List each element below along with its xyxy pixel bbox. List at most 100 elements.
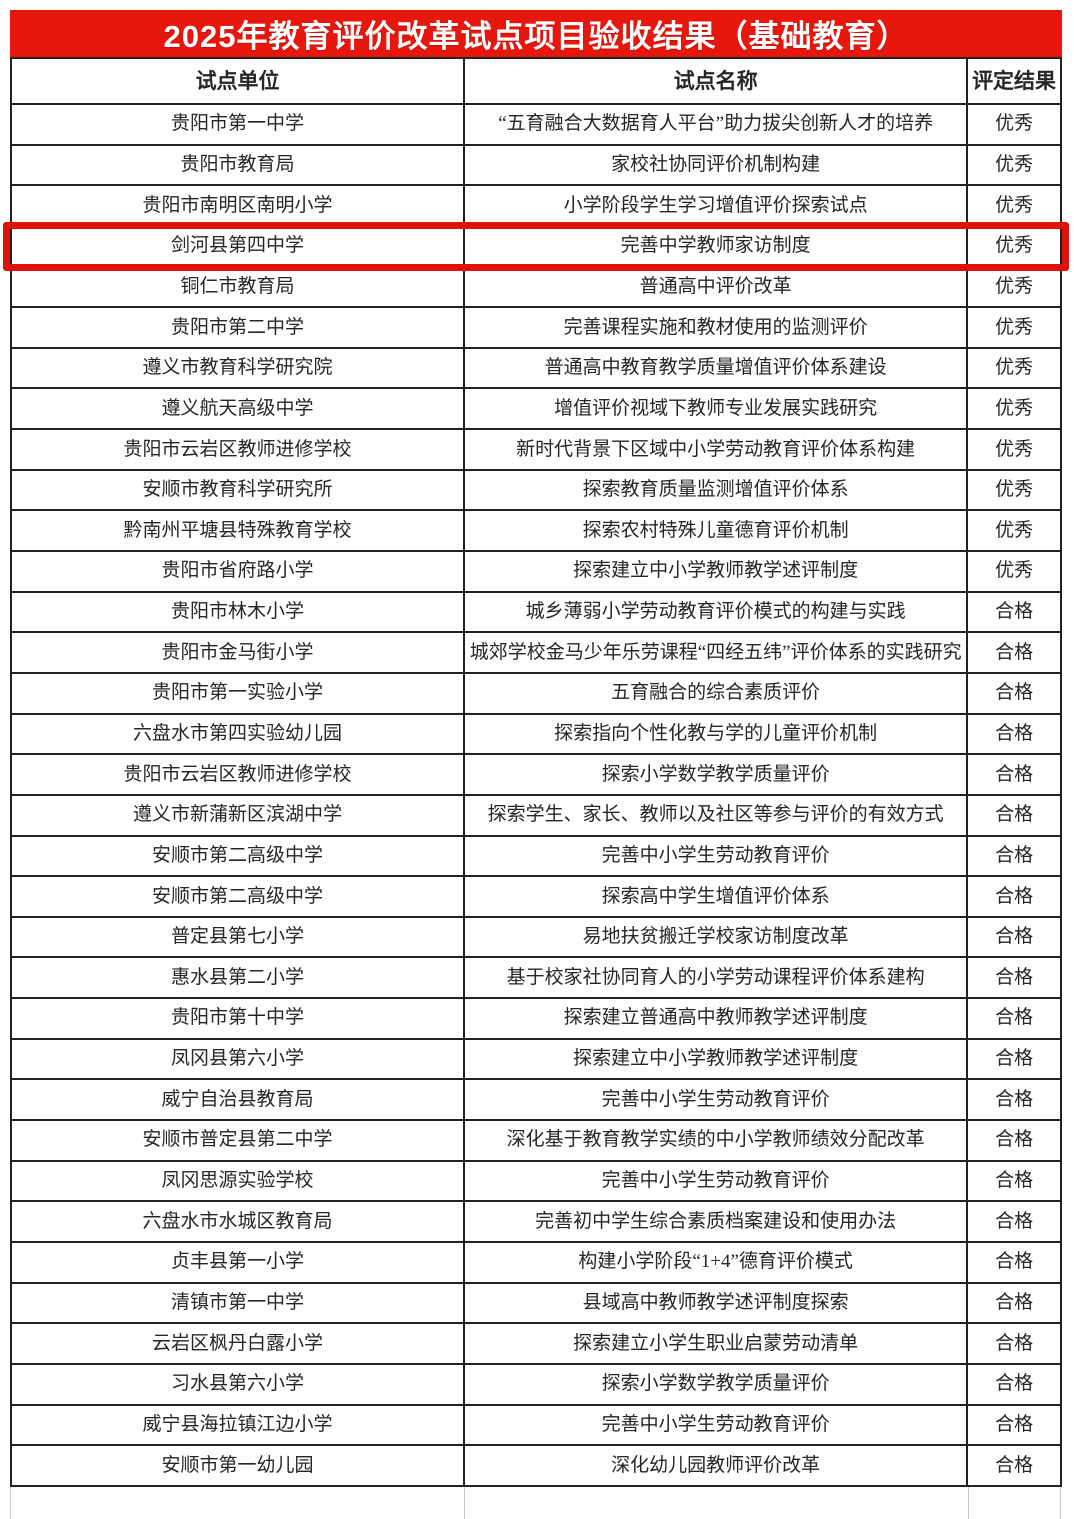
- project-cell: 完善中小学生劳动教育评价: [465, 1405, 969, 1445]
- project-cell: 完善课程实施和教材使用的监测评价: [465, 308, 969, 347]
- project-cell: 深化基于教育教学实绩的中小学教师绩效分配改革: [465, 1121, 969, 1160]
- table-row: 贵阳市云岩区教师进修学校 新时代背景下区域中小学劳动教育评价体系构建 优秀: [12, 428, 1060, 469]
- unit-cell: 凤冈思源实验学校: [12, 1161, 466, 1201]
- table-row: 贵阳市云岩区教师进修学校 探索小学数学教学质量评价 合格: [12, 753, 1060, 794]
- project-cell: 探索建立小学生职业启蒙劳动清单: [465, 1324, 969, 1363]
- result-cell: 优秀: [995, 275, 1034, 297]
- result-cell: 优秀: [995, 519, 1034, 541]
- unit-cell: 遵义市新蒲新区滨湖中学: [12, 795, 466, 835]
- result-cell: 合格: [995, 641, 1034, 663]
- project-cell: 完善中学教师家访制度: [465, 226, 969, 266]
- table-row: 安顺市教育科学研究所 探索教育质量监测增值评价体系 优秀: [12, 468, 1060, 510]
- result-cell: 合格: [995, 926, 1034, 948]
- project-cell: 探索建立普通高中教师教学述评制度: [465, 999, 969, 1038]
- table-row: 贵阳市第二中学 完善课程实施和教材使用的监测评价 优秀: [12, 306, 1060, 347]
- result-cell: 合格: [995, 601, 1034, 623]
- result-cell: 合格: [995, 1129, 1034, 1151]
- unit-cell: 安顺市教育科学研究所: [12, 470, 466, 510]
- unit-cell: 贵阳市金马街小学: [12, 633, 466, 672]
- result-cell: 优秀: [995, 397, 1034, 419]
- table-row: 贵阳市金马街小学 城郊学校金马少年乐劳课程“四经五纬”评价体系的实践研究 合格: [12, 631, 1060, 672]
- result-cell: 合格: [995, 723, 1034, 744]
- project-cell: 基于校家社协同育人的小学劳动课程评价体系建构: [465, 958, 969, 998]
- result-cell: 合格: [995, 1373, 1034, 1395]
- partial-cell: [969, 1486, 1061, 1519]
- result-cell: 优秀: [995, 560, 1034, 582]
- unit-cell: 威宁县海拉镇江边小学: [12, 1405, 466, 1445]
- unit-cell: 贞丰县第一小学: [12, 1242, 466, 1282]
- unit-cell: 贵阳市第一中学: [12, 105, 466, 144]
- unit-cell: 贵阳市第十中学: [12, 999, 466, 1038]
- table-row: 威宁自治县教育局 完善中小学生劳动教育评价 合格: [12, 1078, 1060, 1120]
- unit-cell: 六盘水市水城区教育局: [12, 1202, 466, 1241]
- table-row: 安顺市第二高级中学 完善中小学生劳动教育评价 合格: [12, 834, 1060, 876]
- unit-cell: 贵阳市第一实验小学: [12, 673, 466, 713]
- table-row: 贵阳市林木小学 城乡薄弱小学劳动教育评价模式的构建与实践 合格: [12, 590, 1060, 632]
- project-cell: 探索建立中小学教师教学述评制度: [465, 552, 969, 591]
- unit-cell: 贵阳市林木小学: [12, 592, 466, 632]
- table-row: 贵阳市第十中学 探索建立普通高中教师教学述评制度 合格: [12, 997, 1060, 1038]
- table-row: 铜仁市教育局 普通高中评价改革 优秀: [12, 265, 1060, 307]
- unit-cell: 黔南州平塘县特殊教育学校: [12, 511, 466, 551]
- result-cell: 合格: [995, 1170, 1034, 1192]
- unit-cell: 安顺市第二高级中学: [12, 877, 466, 916]
- table-row: 六盘水市水城区教育局 完善初中学生综合素质档案建设和使用办法 合格: [12, 1200, 1060, 1241]
- table-row: 凤冈思源实验学校 完善中小学生劳动教育评价 合格: [12, 1159, 1060, 1201]
- table-row: 黔南州平塘县特殊教育学校 探索农村特殊儿童德育评价机制 优秀: [12, 509, 1060, 551]
- project-cell: 普通高中教育教学质量增值评价体系建设: [465, 348, 969, 388]
- table-row: 贵阳市第一实验小学 五育融合的综合素质评价 合格: [12, 671, 1060, 713]
- result-cell: 合格: [995, 1007, 1034, 1029]
- result-cell: 优秀: [995, 438, 1034, 460]
- result-cell: 合格: [995, 1088, 1034, 1110]
- project-cell: 小学阶段学生学习增值评价探索试点: [465, 186, 969, 225]
- table-row: 安顺市第一幼儿园 深化幼儿园教师评价改革 合格: [12, 1444, 1060, 1485]
- unit-cell: 贵阳市第二中学: [12, 308, 466, 347]
- unit-cell: 安顺市第一幼儿园: [12, 1446, 466, 1485]
- page-title: 2025年教育评价改革试点项目验收结果（基础教育）: [10, 10, 1062, 57]
- project-cell: 探索建立中小学教师教学述评制度: [465, 1039, 969, 1079]
- result-cell: 合格: [995, 1251, 1034, 1273]
- table-header-row: 试点单位 试点名称 评定结果: [12, 59, 1060, 103]
- project-cell: 普通高中评价改革: [465, 267, 969, 307]
- project-cell: 新时代背景下区域中小学劳动教育评价体系构建: [465, 430, 969, 469]
- project-cell: 探索小学数学教学质量评价: [465, 755, 969, 794]
- result-cell: 合格: [995, 1454, 1034, 1476]
- result-cell: 合格: [995, 804, 1034, 826]
- table-row: 惠水县第二小学 基于校家社协同育人的小学劳动课程评价体系建构 合格: [12, 956, 1060, 998]
- table-row: 贵阳市省府路小学 探索建立中小学教师教学述评制度 优秀: [12, 550, 1060, 591]
- result-cell: 合格: [995, 966, 1034, 988]
- table-row: 贵阳市第一中学 “五育融合大数据育人平台”助力拔尖创新人才的培养 优秀: [12, 103, 1060, 144]
- project-cell: 探索学生、家长、教师以及社区等参与评价的有效方式: [465, 795, 969, 835]
- project-cell: 城乡薄弱小学劳动教育评价模式的构建与实践: [465, 592, 969, 632]
- project-cell: 深化幼儿园教师评价改革: [465, 1446, 969, 1485]
- project-cell: 完善中小学生劳动教育评价: [465, 836, 969, 876]
- table-row: 贞丰县第一小学 构建小学阶段“1+4”德育评价模式 合格: [12, 1240, 1060, 1282]
- table-row: 六盘水市第四实验幼儿园 探索指向个性化教与学的儿童评价机制 合格: [12, 712, 1060, 754]
- project-cell: 构建小学阶段“1+4”德育评价模式: [465, 1242, 969, 1282]
- unit-cell: 遵义航天高级中学: [12, 389, 466, 429]
- partial-cell: [11, 1486, 465, 1519]
- project-cell: 探索高中学生增值评价体系: [465, 877, 969, 916]
- unit-cell: 安顺市第二高级中学: [12, 836, 466, 876]
- table-row: 贵阳市南明区南明小学 小学阶段学生学习增值评价探索试点 优秀: [12, 184, 1060, 225]
- table-row: 安顺市第二高级中学 探索高中学生增值评价体系 合格: [12, 875, 1060, 916]
- project-cell: 完善中小学生劳动教育评价: [465, 1080, 969, 1120]
- table-body: 贵阳市第一中学 “五育融合大数据育人平台”助力拔尖创新人才的培养 优秀 贵阳市教…: [3, 103, 1069, 1485]
- results-table: 试点单位 试点名称 评定结果 贵阳市第一中学 “五育融合大数据育人平台”助力拔尖…: [3, 57, 1069, 1487]
- result-cell: 优秀: [995, 154, 1034, 176]
- table-row: 剑河县第四中学 完善中学教师家访制度 优秀: [3, 221, 1069, 271]
- result-cell: 合格: [995, 885, 1034, 907]
- unit-cell: 铜仁市教育局: [12, 267, 466, 307]
- unit-cell: 习水县第六小学: [12, 1364, 466, 1404]
- unit-cell: 云岩区枫丹白露小学: [12, 1324, 466, 1363]
- result-cell: 优秀: [995, 235, 1034, 257]
- result-cell: 优秀: [995, 113, 1034, 135]
- result-cell: 合格: [995, 682, 1034, 704]
- project-cell: 易地扶贫搬迁学校家访制度改革: [465, 917, 969, 957]
- result-cell: 合格: [995, 1332, 1034, 1354]
- unit-cell: 凤冈县第六小学: [12, 1039, 466, 1079]
- project-cell: 家校社协同评价机制构建: [465, 145, 969, 185]
- unit-cell: 威宁自治县教育局: [12, 1080, 466, 1120]
- table-row: 清镇市第一中学 县域高中教师教学述评制度探索 合格: [12, 1281, 1060, 1323]
- result-cell: 优秀: [995, 479, 1034, 501]
